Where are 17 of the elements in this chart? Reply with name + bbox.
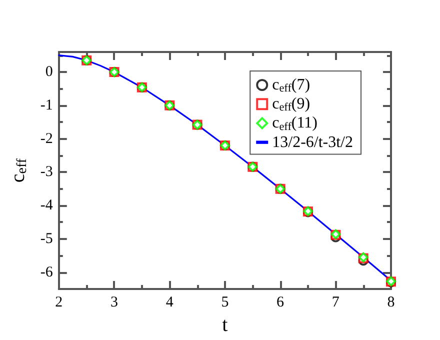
x-tick-label: 6 bbox=[276, 294, 285, 310]
y-axis-title: ceff bbox=[7, 158, 30, 183]
x-tick-label: 7 bbox=[332, 294, 340, 310]
x-tick-label: 4 bbox=[166, 294, 174, 310]
x-tick-label: 8 bbox=[387, 294, 395, 310]
y-tick-label: -4 bbox=[40, 198, 54, 214]
legend-label: 13/2-6/t-3t/2 bbox=[272, 134, 354, 151]
y-tick-label: -2 bbox=[40, 130, 53, 147]
y-tick-label: 0 bbox=[45, 64, 53, 80]
x-tick-label: 5 bbox=[221, 294, 229, 310]
y-tick-label: -1 bbox=[40, 97, 53, 114]
x-tick-label: 2 bbox=[55, 294, 63, 310]
y-tick-label: -3 bbox=[40, 164, 53, 180]
x-tick-label: 3 bbox=[110, 294, 118, 310]
y-tick-label: -6 bbox=[40, 264, 54, 280]
y-tick-label: -5 bbox=[40, 230, 53, 247]
x-axis-title: t bbox=[222, 314, 228, 336]
